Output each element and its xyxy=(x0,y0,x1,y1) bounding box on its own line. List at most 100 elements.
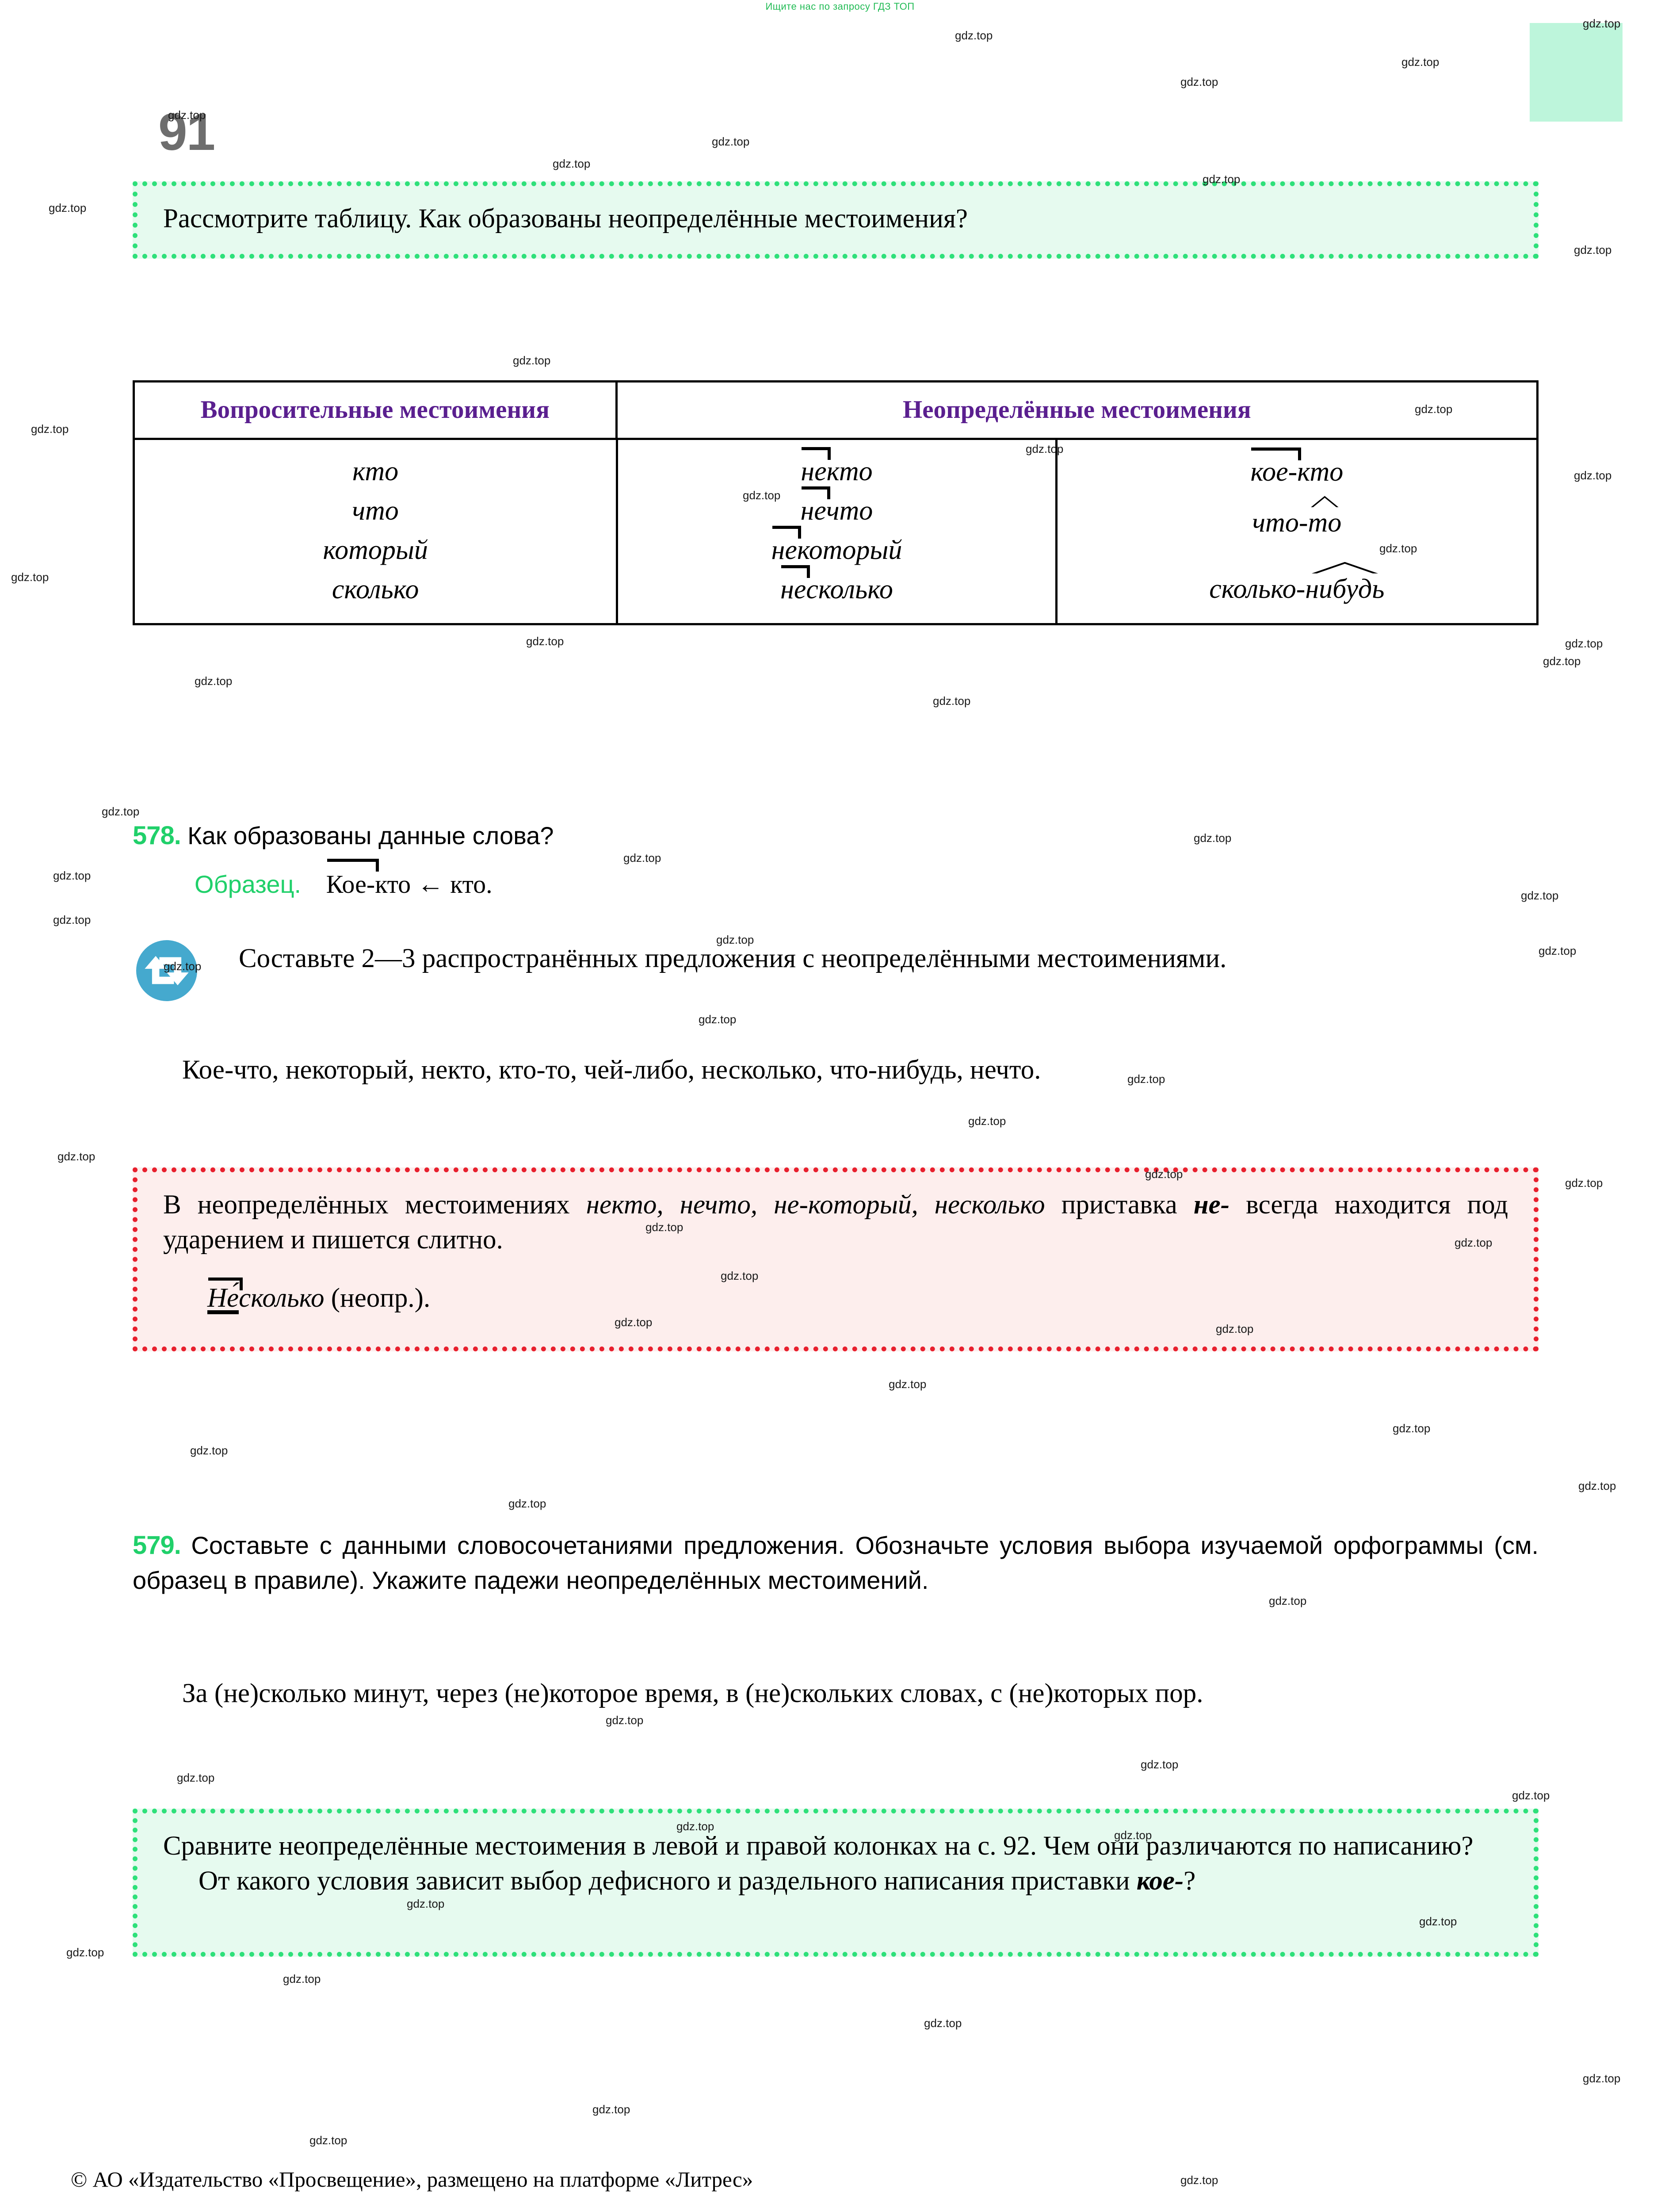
watermark-text: gdz.top xyxy=(1180,75,1218,88)
word-stem: кто xyxy=(826,456,873,486)
exercise-578-prompt: Как образованы данные слова? xyxy=(187,822,554,849)
table-word-marked: некоторый xyxy=(622,525,1050,566)
prefix-bracket-icon: не xyxy=(771,525,802,565)
question-box-top-text: Рассмотрите таблицу. Как образованы неоп… xyxy=(163,204,968,233)
exercise-578-task: Составьте 2—3 распространённых предложен… xyxy=(239,944,1227,973)
watermark-text: gdz.top xyxy=(1574,243,1612,256)
prefix-bracket-icon: Кое- xyxy=(326,858,379,901)
watermark-text: gdz.top xyxy=(889,1377,927,1391)
watermark-text: gdz.top xyxy=(1539,944,1577,957)
watermark-text: gdz.top xyxy=(1578,1479,1616,1492)
page-number: 91 xyxy=(158,103,215,161)
watermark-text: gdz.top xyxy=(606,1714,644,1727)
prefix-bracket-icon: Не́ xyxy=(207,1277,243,1315)
table-word-marked: некто xyxy=(622,447,1050,487)
exercise-578-header: 578. Как образованы данные слова? xyxy=(133,818,1539,853)
refresh-arrows-icon xyxy=(136,940,197,1001)
table-cell-indefinite-ne: некто нечто некоторый несколько xyxy=(616,440,1058,623)
watermark-text: gdz.top xyxy=(11,570,49,584)
watermark-text: gdz.top xyxy=(553,157,591,170)
watermark-text: gdz.top xyxy=(309,2134,347,2147)
table-body-row: кто что который сколько некто нечто неко… xyxy=(135,440,1536,623)
sample-label: Образец. xyxy=(195,870,302,898)
watermark-text: gdz.top xyxy=(1521,889,1559,902)
promo-top-banner: Ищите нас по запросу ГДЗ ТОП xyxy=(765,1,915,12)
watermark-text: gdz.top xyxy=(1583,2072,1621,2085)
table-word: что xyxy=(352,495,399,526)
exercise-578-number: 578. xyxy=(133,821,181,850)
watermark-text: gdz.top xyxy=(508,1497,546,1510)
table-word-marked: что-то xyxy=(1062,507,1532,539)
page-number-decoration xyxy=(1472,9,1623,158)
watermark-text: gdz.top xyxy=(66,1946,104,1959)
exercise-578-sample: Образец. Кое-кто ← кто. xyxy=(195,858,493,902)
watermark-text: gdz.top xyxy=(623,851,661,865)
prefix-bracket-icon: не xyxy=(780,565,810,604)
watermark-text: gdz.top xyxy=(283,1972,321,1985)
word-stem: сколько xyxy=(239,1283,325,1313)
question-bottom-text-b: ? xyxy=(1184,1866,1196,1896)
exercise-579-phrases: За (не)сколько минут, через (не)которое … xyxy=(182,1679,1203,1708)
rule-box: В неопределённых местоимениях некто, неч… xyxy=(133,1167,1539,1351)
watermark-text: gdz.top xyxy=(924,2016,962,2030)
prefix-bracket-icon: не xyxy=(801,447,831,486)
exercise-579-prompt: Составьте с данными словосочетаниями пре… xyxy=(133,1531,1539,1595)
watermark-text: gdz.top xyxy=(1565,1176,1603,1190)
question-box-bottom-para1: Сравните неопределённые местоимения в ле… xyxy=(163,1831,1474,1861)
table-header-row: Вопросительные местоимения Неопределённы… xyxy=(135,383,1536,440)
table-word-marked: несколько xyxy=(622,565,1050,605)
suffix-caret-icon: нибудь xyxy=(1305,574,1385,604)
watermark-text: gdz.top xyxy=(1180,2173,1218,2187)
copyright-footer: © АО «Издательство «Просвещение», размещ… xyxy=(71,2167,753,2192)
watermark-text: gdz.top xyxy=(968,1114,1006,1128)
watermark-text: gdz.top xyxy=(526,635,564,648)
rule-text-part1: В неопределённых местоимениях xyxy=(163,1190,586,1220)
watermark-text: gdz.top xyxy=(195,674,233,688)
watermark-text: gdz.top xyxy=(31,422,69,436)
table-word: который xyxy=(323,535,428,565)
sample-expression: Кое-кто ← кто. xyxy=(326,858,493,901)
table-header-indefinite: Неопределённые местоимения xyxy=(615,383,1536,438)
rule-text-bold-prefix: не- xyxy=(1193,1190,1230,1220)
question-box-bottom: Сравните неопределённые местоимения в ле… xyxy=(133,1809,1539,1957)
question-box-bottom-para2: От какого условия зависит выбор дефисног… xyxy=(163,1863,1508,1898)
prefix-bracket-icon: не xyxy=(800,486,831,526)
watermark-text: gdz.top xyxy=(102,805,140,818)
watermark-text: gdz.top xyxy=(1543,654,1581,668)
watermark-text: gdz.top xyxy=(1393,1422,1431,1435)
word-stem: что xyxy=(826,495,873,526)
word-stem: сколько xyxy=(806,574,893,604)
watermark-text: gdz.top xyxy=(57,1150,95,1163)
rule-text-part3: всегда находится под ударением и пишется… xyxy=(163,1190,1508,1255)
table-word-marked: сколько-нибудь xyxy=(1062,574,1532,605)
question-bottom-bold-prefix: кое- xyxy=(1136,1866,1184,1896)
exercise-579-number: 579. xyxy=(133,1531,181,1560)
table-word: кто xyxy=(352,456,399,486)
watermark-text: gdz.top xyxy=(177,1771,215,1784)
watermark-text: gdz.top xyxy=(1141,1758,1179,1771)
watermark-text: gdz.top xyxy=(53,913,91,926)
watermark-text: gdz.top xyxy=(1565,637,1603,650)
refresh-arrows-glyph xyxy=(145,956,189,986)
question-bottom-text-a: От какого условия зависит выбор дефисног… xyxy=(199,1866,1137,1896)
watermark-text: gdz.top xyxy=(53,869,91,882)
watermark-text: gdz.top xyxy=(699,1013,737,1026)
rule-example-tag: (неопр.). xyxy=(331,1283,431,1313)
pronoun-table: Вопросительные местоимения Неопределённы… xyxy=(133,380,1539,625)
watermark-text: gdz.top xyxy=(1401,55,1439,69)
rule-box-text: В неопределённых местоимениях некто, неч… xyxy=(163,1187,1508,1258)
word-stem: сколько- xyxy=(1209,574,1306,604)
watermark-text: gdz.top xyxy=(592,2103,630,2116)
table-word-marked: кое-кто xyxy=(1062,448,1532,488)
watermark-text: gdz.top xyxy=(1574,469,1612,482)
page-number-green-block xyxy=(1530,23,1623,122)
rule-box-example: Не́сколько (неопр.). xyxy=(163,1277,1508,1316)
prefix-bracket-icon: кое- xyxy=(1250,448,1302,487)
table-cell-indefinite-hyphen: кое-кто что-то сколько-нибудь xyxy=(1058,440,1536,623)
table-word: сколько xyxy=(332,574,419,604)
question-box-top: Рассмотрите таблицу. Как образованы неоп… xyxy=(133,181,1539,259)
watermark-text: gdz.top xyxy=(190,1444,228,1457)
watermark-text: gdz.top xyxy=(933,694,971,708)
word-stem: кто xyxy=(1297,457,1344,487)
table-header-interrogative: Вопросительные местоимения xyxy=(200,396,550,424)
